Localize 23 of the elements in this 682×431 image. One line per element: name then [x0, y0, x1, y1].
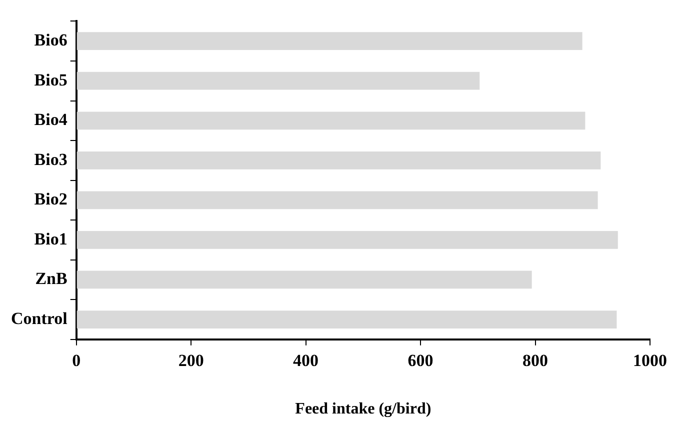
bar [76, 191, 598, 210]
x-tick-label: 800 [522, 350, 548, 370]
x-tick-label: 1000 [633, 350, 667, 370]
x-tick-label: 400 [293, 350, 319, 370]
x-tick-label: 600 [408, 350, 434, 370]
y-tick-label: Bio2 [34, 190, 68, 209]
bar [76, 32, 582, 50]
y-tick-label: Bio6 [34, 30, 68, 50]
y-tick-label: Bio4 [34, 110, 68, 130]
bar [76, 112, 586, 130]
y-tick-label: Bio3 [34, 150, 68, 169]
x-tick-label: 200 [178, 350, 204, 370]
y-tick-label: Control [10, 308, 68, 328]
bar [76, 72, 480, 90]
bar [76, 151, 601, 170]
x-axis-title: Feed intake (g/bird) [295, 400, 432, 418]
bar [76, 231, 618, 249]
y-tick-label: ZnB [35, 269, 68, 288]
bar [76, 270, 532, 289]
x-tick-label: 0 [72, 350, 81, 370]
y-tick-label: Bio5 [34, 70, 68, 90]
bar [76, 310, 617, 328]
y-tick-label: Bio1 [34, 229, 68, 248]
